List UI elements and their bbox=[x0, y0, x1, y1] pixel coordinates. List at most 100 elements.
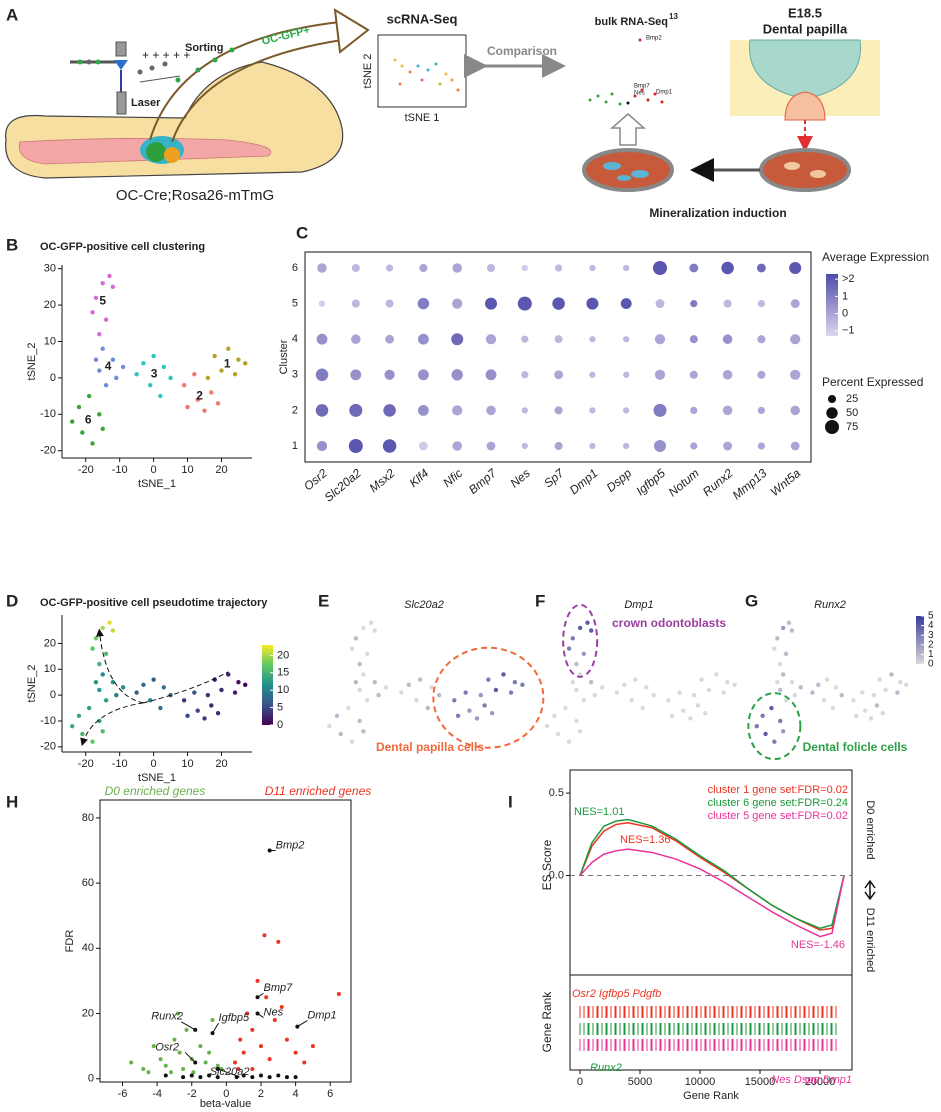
y-tick-label: 20 bbox=[82, 1007, 94, 1019]
cell-point bbox=[185, 713, 190, 719]
gene-point bbox=[177, 1050, 182, 1055]
cell-point bbox=[644, 685, 649, 690]
cell-point bbox=[181, 698, 187, 703]
annotation: Dental folicle cells bbox=[803, 740, 908, 754]
bulk-title: bulk RNA-Seq bbox=[595, 16, 668, 28]
cell-point bbox=[158, 393, 163, 399]
bulk-ref: 13 bbox=[669, 12, 678, 21]
expression-dot bbox=[315, 368, 329, 382]
cell-point bbox=[100, 625, 105, 631]
annotation-leader bbox=[212, 1022, 219, 1034]
cell-point bbox=[640, 705, 645, 711]
cell-point bbox=[76, 713, 82, 719]
x-tick-label: -20 bbox=[78, 464, 94, 476]
cluster-tick-label: 1 bbox=[292, 440, 298, 452]
cell-point bbox=[69, 723, 75, 729]
y-tick-label: 60 bbox=[82, 877, 94, 889]
expression-dot bbox=[350, 369, 362, 381]
cell-point bbox=[633, 677, 638, 682]
cell-point bbox=[134, 690, 139, 695]
cell-point bbox=[555, 731, 561, 737]
y-tick-label: -10 bbox=[40, 408, 56, 420]
es-curve bbox=[579, 848, 845, 938]
annotation-leader bbox=[257, 1013, 264, 1018]
cell-point bbox=[195, 397, 200, 402]
cell-point bbox=[107, 273, 112, 279]
x-tick-label: 10000 bbox=[685, 1076, 716, 1088]
cell-point bbox=[346, 705, 351, 711]
cell-point bbox=[792, 692, 798, 698]
colorbar-tick-label: 1 bbox=[928, 649, 934, 660]
expression-dot bbox=[417, 333, 429, 345]
x-tick-label: 6 bbox=[327, 1088, 333, 1100]
cell-point bbox=[703, 711, 708, 716]
cell-point bbox=[669, 713, 675, 719]
cell-point bbox=[706, 687, 712, 693]
gene-point bbox=[210, 1018, 215, 1023]
chart-title: Runx2 bbox=[814, 599, 846, 611]
y-tick-label: 0 bbox=[50, 689, 56, 701]
gene-point bbox=[207, 1050, 212, 1055]
laser-label: Laser bbox=[131, 97, 161, 109]
panel-a-art: + + + + + bbox=[5, 8, 880, 192]
cell-point bbox=[600, 685, 605, 690]
cell-point bbox=[463, 690, 468, 695]
chart-title: Slc20a2 bbox=[404, 599, 444, 611]
x-tick-label: 15000 bbox=[745, 1076, 776, 1088]
cell-point bbox=[141, 361, 146, 366]
size-legend-label: 50 bbox=[846, 407, 858, 419]
cell-point bbox=[361, 625, 366, 631]
cell-point bbox=[90, 441, 95, 446]
x-tick-label: 10 bbox=[181, 464, 193, 476]
expression-dot bbox=[757, 299, 766, 308]
cell-point bbox=[334, 713, 340, 719]
cluster-tick-label: 4 bbox=[292, 333, 298, 345]
y-tick-label: 0.5 bbox=[549, 787, 564, 799]
cell-point bbox=[349, 646, 355, 651]
colorbar-tick-label: 1 bbox=[842, 290, 848, 302]
cell-point bbox=[181, 382, 187, 388]
gene-point bbox=[163, 1063, 168, 1068]
cluster-label: 3 bbox=[151, 366, 158, 380]
cell-point bbox=[100, 426, 105, 432]
expression-dot bbox=[486, 263, 496, 273]
expression-dot bbox=[723, 441, 733, 451]
gene-point bbox=[129, 1060, 134, 1065]
highlight-circle bbox=[432, 646, 545, 749]
x-tick-label: 0 bbox=[577, 1076, 583, 1088]
expression-dot bbox=[485, 297, 497, 310]
cell-point bbox=[552, 713, 557, 719]
gene-point bbox=[181, 1075, 186, 1080]
cell-point bbox=[103, 698, 109, 703]
expression-dot bbox=[349, 403, 363, 417]
cell-point bbox=[760, 713, 765, 719]
es-curve bbox=[579, 818, 845, 930]
expression-dot bbox=[485, 334, 497, 345]
cell-point bbox=[810, 690, 815, 695]
expression-dot bbox=[316, 333, 328, 345]
gene-label: Notum bbox=[666, 466, 702, 499]
highlight-circle bbox=[562, 603, 599, 678]
cell-point bbox=[772, 646, 777, 651]
expression-dot bbox=[653, 403, 667, 417]
expression-dot bbox=[486, 405, 496, 416]
cell-point bbox=[103, 651, 109, 656]
gene-point bbox=[191, 1070, 196, 1075]
cell-point bbox=[414, 698, 419, 703]
cell-point bbox=[361, 672, 366, 677]
cell-point bbox=[775, 680, 780, 685]
colorbar-tick-label: −1 bbox=[842, 325, 855, 337]
cell-point bbox=[622, 682, 627, 687]
cell-point bbox=[151, 353, 156, 359]
y-axis-label: ES Score bbox=[540, 839, 554, 890]
cell-point bbox=[721, 690, 726, 695]
gene-label: Bmp7 bbox=[634, 84, 650, 90]
expression-dot bbox=[655, 299, 665, 309]
expression-dot bbox=[554, 370, 564, 380]
gene-label: Dmp1 bbox=[567, 466, 601, 497]
cell-point bbox=[110, 628, 116, 633]
cell-point bbox=[195, 708, 200, 713]
y-tick-label: 30 bbox=[44, 263, 56, 275]
colorbar-tick-label: 0 bbox=[277, 719, 283, 731]
